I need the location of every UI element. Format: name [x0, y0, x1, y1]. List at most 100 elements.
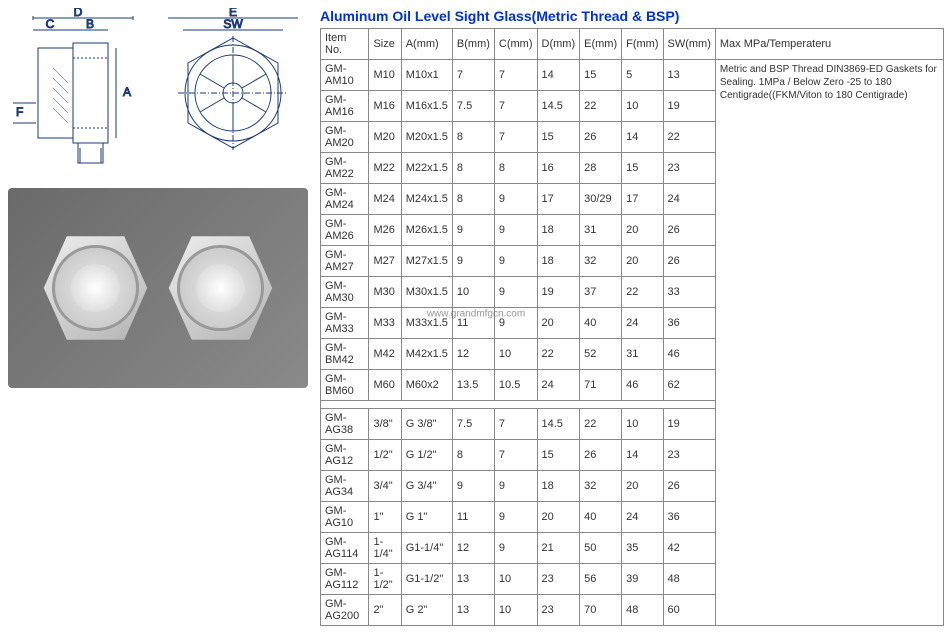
cell-d: 14.5 — [537, 91, 580, 122]
cell-f: 35 — [622, 533, 663, 564]
cell-item: GM-AM10 — [321, 60, 369, 91]
cell-a: M30x1.5 — [401, 277, 452, 308]
cell-a: M10x1 — [401, 60, 452, 91]
cell-size: 1/2" — [369, 440, 401, 471]
col-d: D(mm) — [537, 29, 580, 60]
cell-c: 10 — [494, 339, 537, 370]
cell-c: 8 — [494, 153, 537, 184]
col-b: B(mm) — [452, 29, 494, 60]
cell-c: 7 — [494, 91, 537, 122]
cell-item: GM-AG200 — [321, 595, 369, 626]
cell-c: 7 — [494, 440, 537, 471]
svg-text:A: A — [123, 85, 131, 99]
cell-a: G1-1/2" — [401, 564, 452, 595]
cell-item: GM-AG34 — [321, 471, 369, 502]
cell-a: G 3/8" — [401, 409, 452, 440]
cell-f: 10 — [622, 91, 663, 122]
col-item: Item No. — [321, 29, 369, 60]
cell-size: M60 — [369, 370, 401, 401]
cell-f: 24 — [622, 502, 663, 533]
cell-e: 26 — [580, 122, 622, 153]
cell-sw: 33 — [663, 277, 715, 308]
cell-item: GM-AG12 — [321, 440, 369, 471]
cell-f: 14 — [622, 440, 663, 471]
cell-sw: 62 — [663, 370, 715, 401]
cell-e: 52 — [580, 339, 622, 370]
page-title: Aluminum Oil Level Sight Glass(Metric Th… — [320, 8, 944, 24]
cell-d: 18 — [537, 471, 580, 502]
cell-f: 48 — [622, 595, 663, 626]
cell-sw: 48 — [663, 564, 715, 595]
cell-b: 8 — [452, 153, 494, 184]
cell-d: 14 — [537, 60, 580, 91]
cell-c: 9 — [494, 533, 537, 564]
cell-item: GM-AM22 — [321, 153, 369, 184]
cell-b: 8 — [452, 122, 494, 153]
cell-a: G 1" — [401, 502, 452, 533]
technical-drawing: D C B A — [8, 8, 308, 168]
cell-e: 28 — [580, 153, 622, 184]
cell-sw: 26 — [663, 246, 715, 277]
cell-b: 7 — [452, 60, 494, 91]
cell-b: 8 — [452, 184, 494, 215]
cell-item: GM-AM16 — [321, 91, 369, 122]
cell-e: 15 — [580, 60, 622, 91]
cell-size: M24 — [369, 184, 401, 215]
cell-f: 22 — [622, 277, 663, 308]
svg-text:C: C — [46, 17, 55, 31]
cell-f: 24 — [622, 308, 663, 339]
cell-b: 9 — [452, 246, 494, 277]
cell-d: 19 — [537, 277, 580, 308]
cell-f: 20 — [622, 471, 663, 502]
svg-text:D: D — [74, 8, 83, 19]
cell-sw: 19 — [663, 409, 715, 440]
cell-item: GM-AM20 — [321, 122, 369, 153]
cell-e: 32 — [580, 246, 622, 277]
cell-size: 1-1/4" — [369, 533, 401, 564]
cell-b: 12 — [452, 339, 494, 370]
cell-a: M24x1.5 — [401, 184, 452, 215]
cell-f: 39 — [622, 564, 663, 595]
cell-size: M20 — [369, 122, 401, 153]
cell-e: 22 — [580, 409, 622, 440]
cell-c: 9 — [494, 215, 537, 246]
cell-f: 17 — [622, 184, 663, 215]
cell-f: 46 — [622, 370, 663, 401]
cell-b: 7.5 — [452, 409, 494, 440]
cell-b: 8 — [452, 440, 494, 471]
cell-size: M22 — [369, 153, 401, 184]
cell-e: 32 — [580, 471, 622, 502]
cell-e: 31 — [580, 215, 622, 246]
product-photo: www.grandmfgcn.com — [8, 188, 308, 388]
cell-sw: 13 — [663, 60, 715, 91]
cell-d: 21 — [537, 533, 580, 564]
cell-sw: 42 — [663, 533, 715, 564]
notes-cell: Metric and BSP Thread DIN3869-ED Gaskets… — [715, 60, 943, 626]
cell-a: M33x1.5 — [401, 308, 452, 339]
cell-a: M26x1.5 — [401, 215, 452, 246]
cell-b: 9 — [452, 215, 494, 246]
cell-sw: 19 — [663, 91, 715, 122]
cell-b: 7.5 — [452, 91, 494, 122]
cell-d: 20 — [537, 502, 580, 533]
cell-a: G 3/4" — [401, 471, 452, 502]
cell-size: 1" — [369, 502, 401, 533]
cell-d: 18 — [537, 215, 580, 246]
cell-a: M60x2 — [401, 370, 452, 401]
cell-item: GM-AM33 — [321, 308, 369, 339]
cell-e: 71 — [580, 370, 622, 401]
svg-text:F: F — [16, 105, 23, 119]
cell-f: 10 — [622, 409, 663, 440]
cell-f: 14 — [622, 122, 663, 153]
svg-text:SW: SW — [223, 17, 243, 31]
cell-sw: 46 — [663, 339, 715, 370]
cell-b: 13.5 — [452, 370, 494, 401]
cell-size: 1-1/2" — [369, 564, 401, 595]
cell-size: M16 — [369, 91, 401, 122]
cell-b: 9 — [452, 471, 494, 502]
svg-text:B: B — [86, 17, 94, 31]
cell-a: M42x1.5 — [401, 339, 452, 370]
cell-size: 3/8" — [369, 409, 401, 440]
cell-a: M22x1.5 — [401, 153, 452, 184]
cell-e: 50 — [580, 533, 622, 564]
